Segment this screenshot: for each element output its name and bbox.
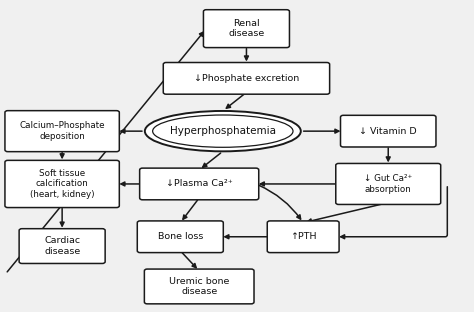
- Text: Calcium–Phosphate
deposition: Calcium–Phosphate deposition: [19, 121, 105, 141]
- Text: Hyperphosphatemia: Hyperphosphatemia: [170, 126, 276, 136]
- FancyBboxPatch shape: [267, 221, 339, 253]
- FancyBboxPatch shape: [203, 10, 290, 48]
- FancyBboxPatch shape: [137, 221, 223, 253]
- FancyBboxPatch shape: [145, 269, 254, 304]
- FancyBboxPatch shape: [340, 115, 436, 147]
- FancyBboxPatch shape: [163, 62, 329, 94]
- Text: Cardiac
disease: Cardiac disease: [44, 236, 80, 256]
- Text: ↓ Vitamin D: ↓ Vitamin D: [359, 127, 417, 136]
- Ellipse shape: [145, 111, 301, 151]
- Text: ↓Plasma Ca²⁺: ↓Plasma Ca²⁺: [166, 179, 233, 188]
- FancyBboxPatch shape: [19, 229, 105, 263]
- FancyBboxPatch shape: [140, 168, 259, 200]
- FancyBboxPatch shape: [5, 111, 119, 152]
- Text: ↑PTH: ↑PTH: [290, 232, 317, 241]
- Text: ↓ Gut Ca²⁺
absorption: ↓ Gut Ca²⁺ absorption: [364, 174, 412, 194]
- FancyBboxPatch shape: [336, 163, 441, 204]
- Text: Renal
disease: Renal disease: [228, 19, 264, 38]
- Text: ↓Phosphate excretion: ↓Phosphate excretion: [194, 74, 299, 83]
- FancyBboxPatch shape: [5, 160, 119, 207]
- Text: Soft tissue
calcification
(heart, kidney): Soft tissue calcification (heart, kidney…: [30, 169, 94, 199]
- Text: Bone loss: Bone loss: [157, 232, 203, 241]
- Text: Uremic bone
disease: Uremic bone disease: [169, 277, 229, 296]
